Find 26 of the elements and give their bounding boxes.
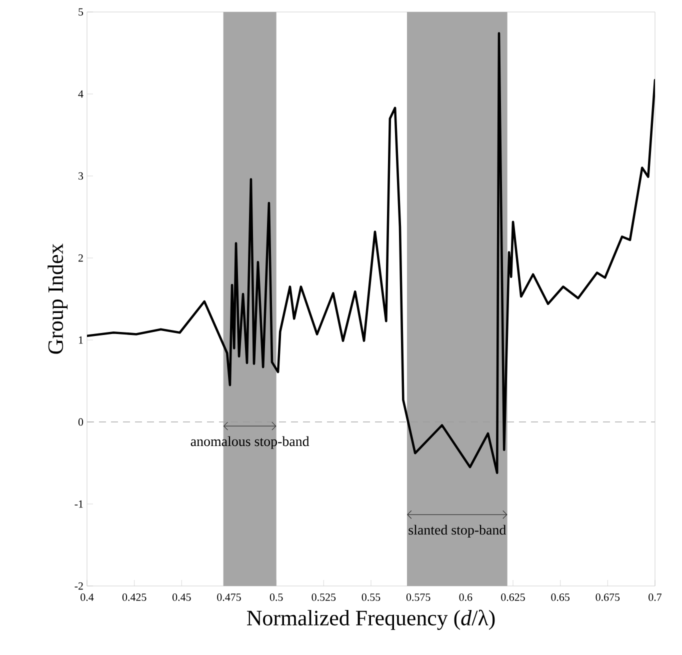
y-tick-label: -1 (74, 500, 83, 508)
x-axis-title: Normalized Frequency (d/λ) (247, 610, 495, 630)
y-tick-label: -2 (74, 582, 83, 590)
x-tick-label: 0.65 (551, 594, 570, 601)
y-tick-label: 4 (78, 90, 84, 98)
x-tick-label: 0.475 (217, 594, 241, 601)
y-tick-label: 2 (78, 254, 83, 262)
band-label: slanted stop-band (408, 524, 506, 538)
x-tick-label: 0.6 (459, 594, 472, 601)
x-tick-label: 0.625 (501, 594, 525, 601)
x-tick-label: 0.425 (122, 594, 146, 601)
y-tick-label: 0 (78, 418, 84, 426)
x-tick-label: 0.5 (270, 594, 283, 601)
x-tick-label: 0.4 (80, 594, 94, 601)
x-tick-label: 0.55 (362, 594, 380, 601)
x-tick-label: 0.525 (312, 594, 336, 601)
x-tick-label: 0.45 (172, 594, 191, 601)
y-tick-label: 1 (78, 336, 83, 344)
line-series (87, 32, 656, 474)
band-label: anomalous stop-band (190, 436, 310, 449)
y-tick-label: 3 (78, 172, 84, 180)
y-tick-label: 5 (78, 8, 84, 16)
y-axis-title: Group Index (48, 244, 68, 354)
x-tick-label: 0.575 (406, 594, 430, 601)
x-tick-label: 0.7 (648, 594, 662, 601)
x-tick-label: 0.675 (596, 594, 620, 601)
